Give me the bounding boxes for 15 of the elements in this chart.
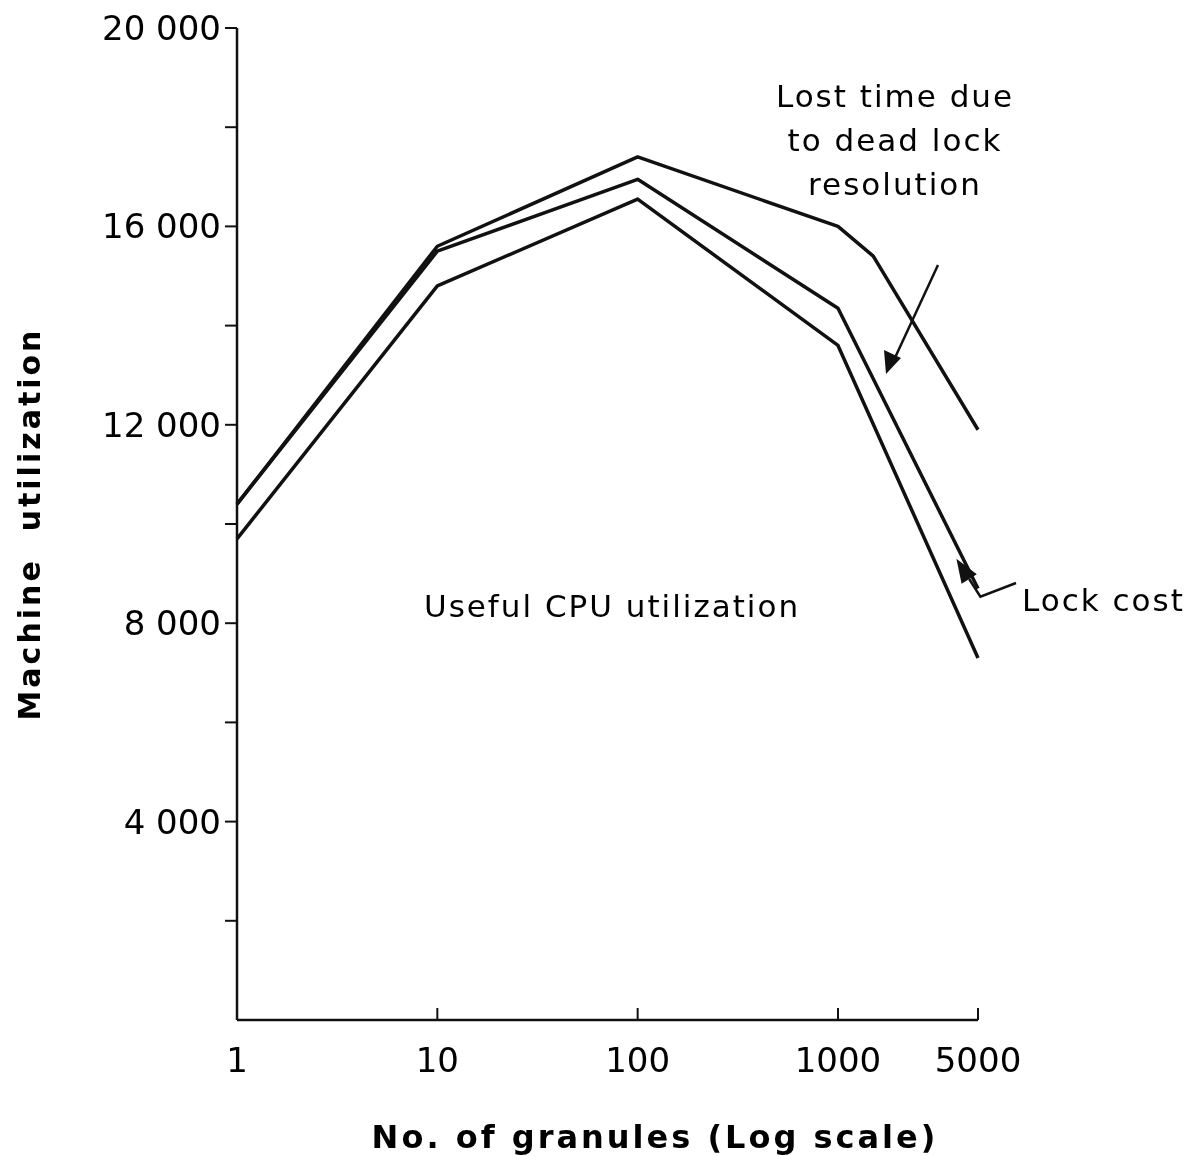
y-tick-label: 16 000	[102, 206, 221, 247]
x-tick-label: 1000	[794, 1040, 882, 1080]
annotation: Lock cost	[1022, 582, 1185, 618]
y-tick-label: 4 000	[123, 801, 221, 842]
x-tick-label: 1	[226, 1040, 248, 1080]
x-axis-title: No. of granules (Log scale)	[371, 1118, 939, 1156]
x-tick-label: 5000	[934, 1040, 1022, 1080]
y-tick-label: 12 000	[102, 404, 221, 445]
y-tick-label: 8 000	[123, 603, 221, 644]
annotation: Lost time due to dead lock resolution	[775, 78, 1015, 202]
x-tick-label: 10	[415, 1040, 459, 1080]
y-axis-title: Machine utilization	[12, 327, 47, 721]
annotation: Useful CPU utilization	[423, 588, 801, 624]
x-tick-label: 100	[605, 1040, 671, 1080]
y-tick-label: 20 000	[102, 7, 221, 48]
